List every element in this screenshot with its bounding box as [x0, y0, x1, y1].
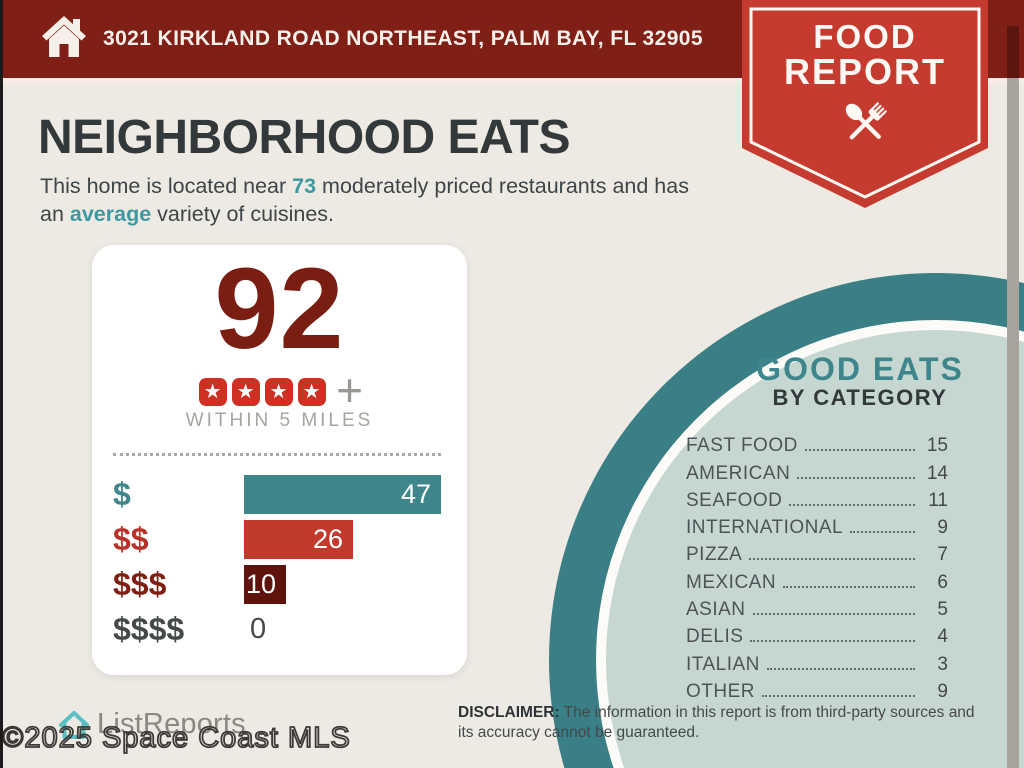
page-title: NEIGHBORHOOD EATS	[38, 111, 570, 164]
category-label: FAST FOOD	[686, 435, 798, 457]
category-row: SEAFOOD 11	[686, 485, 948, 512]
dotted-leader	[766, 667, 915, 670]
category-value: 15	[926, 435, 948, 457]
category-row: INTERNATIONAL 9	[686, 512, 948, 539]
category-label: AMERICAN	[686, 462, 791, 484]
category-value: 14	[926, 462, 948, 484]
price-bar-row: $$ 26	[92, 520, 467, 559]
star-icon: ★	[264, 378, 293, 406]
category-row: PIZZA 7	[686, 539, 948, 566]
price-bar-value: 47	[400, 479, 431, 509]
subtitle-text-3: variety of cuisines.	[151, 202, 335, 226]
star-icon: ★	[198, 378, 227, 406]
category-value: 5	[937, 599, 948, 621]
price-bar-value: 0	[250, 613, 267, 645]
right-edge-artifact	[1007, 78, 1019, 768]
category-row: DELIS 4	[686, 621, 948, 648]
price-bar: 47	[244, 475, 441, 514]
variety-highlight: average	[69, 202, 152, 226]
left-edge-artifact	[0, 0, 3, 768]
category-row: ITALIAN 3	[686, 648, 948, 675]
category-label: OTHER	[686, 680, 755, 702]
price-level-label: $	[113, 476, 131, 512]
price-level-label: $$$	[113, 566, 167, 602]
badge-line2: REPORT	[783, 51, 946, 92]
category-row: FAST FOOD 15	[686, 430, 948, 457]
category-label: MEXICAN	[686, 571, 777, 593]
price-bar-value: 10	[245, 569, 276, 599]
category-list: FAST FOOD 15 AMERICAN 14 SEAFOOD 11 INTERNATIO…	[686, 430, 948, 703]
good-eats-subtitle: BY CATEGORY	[772, 385, 948, 410]
plus-icon: +	[336, 364, 363, 416]
dotted-leader	[783, 585, 915, 588]
price-bar-row: $$$$ 0	[92, 610, 467, 649]
radius-label: WITHIN 5 MILES	[185, 410, 374, 431]
header-bottom-strip	[0, 78, 1024, 85]
food-report-badge: FOOD REPORT	[742, 0, 988, 208]
category-label: INTERNATIONAL	[686, 517, 844, 539]
listreports-logo-icon	[56, 706, 92, 749]
category-label: ITALIAN	[686, 653, 760, 675]
dotted-leader	[789, 503, 915, 506]
mls-watermark: ©2025 Space Coast MLS	[1, 721, 351, 755]
card-divider	[113, 453, 441, 456]
dotted-leader	[749, 557, 915, 561]
restaurant-count: 73	[292, 174, 317, 198]
badge-title: FOOD REPORT	[742, 20, 988, 90]
category-row: MEXICAN 6	[686, 566, 948, 593]
category-value: 3	[937, 653, 948, 675]
subtitle-text-2: moderately priced restaurants and has an	[40, 174, 689, 226]
price-bar: 10	[244, 565, 286, 604]
property-address: 3021 KIRKLAND ROAD NORTHEAST, PALM BAY, …	[103, 27, 703, 50]
star-icon: ★	[231, 378, 260, 406]
badge-line1: FOOD	[813, 18, 917, 55]
subtitle-text-1: This home is located near	[40, 174, 293, 198]
disclaimer: DISCLAIMER: The information in this repo…	[458, 703, 993, 743]
page-subtitle: This home is located near 73 moderately …	[40, 172, 710, 228]
dotted-leader	[752, 612, 915, 616]
star-icon: ★	[297, 378, 326, 406]
price-level-label: $$	[113, 521, 149, 557]
category-value: 9	[937, 680, 948, 702]
price-level-label: $$$$	[113, 611, 185, 647]
listreports-logo-text: ListReports	[97, 708, 246, 740]
category-value: 11	[928, 489, 948, 511]
category-row: OTHER 9	[686, 676, 948, 703]
good-eats-title: GOOD EATS	[756, 351, 964, 387]
dotted-leader	[850, 530, 915, 534]
right-edge-artifact-top	[1007, 26, 1019, 78]
dotted-leader	[804, 448, 915, 452]
home-icon	[40, 14, 88, 65]
dotted-leader	[797, 476, 915, 479]
price-bar-row: $47	[92, 475, 467, 514]
category-value: 4	[937, 626, 948, 648]
category-value: 7	[937, 544, 948, 566]
dotted-leader	[762, 694, 915, 697]
disclaimer-label: DISCLAIMER:	[458, 704, 560, 721]
restaurant-score-card: 92 ★ ★ ★ ★ + WITHIN 5 MILES $47 $$ 26 $$$ 10 $$$$…	[92, 245, 467, 675]
price-bar-row: $$$ 10	[92, 565, 467, 604]
badge-ribbon-shape	[742, 0, 988, 208]
price-bar-value: 26	[312, 524, 343, 554]
category-label: ASIAN	[686, 599, 746, 621]
category-label: PIZZA	[686, 544, 743, 566]
price-bar: 26	[244, 520, 353, 559]
category-label: DELIS	[686, 626, 744, 648]
restaurant-score: 92	[214, 245, 345, 373]
category-row: AMERICAN 14	[686, 457, 948, 484]
category-value: 9	[937, 517, 948, 539]
star-rating: ★ ★ ★ ★ +	[92, 364, 467, 416]
good-eats-heading: GOOD EATS BY CATEGORY	[640, 352, 1024, 410]
dotted-leader	[750, 639, 915, 643]
category-row: ASIAN 5	[686, 594, 948, 621]
category-value: 6	[937, 571, 948, 593]
category-label: SEAFOOD	[686, 489, 783, 511]
disclaimer-text: The information in this report is from t…	[458, 704, 975, 741]
